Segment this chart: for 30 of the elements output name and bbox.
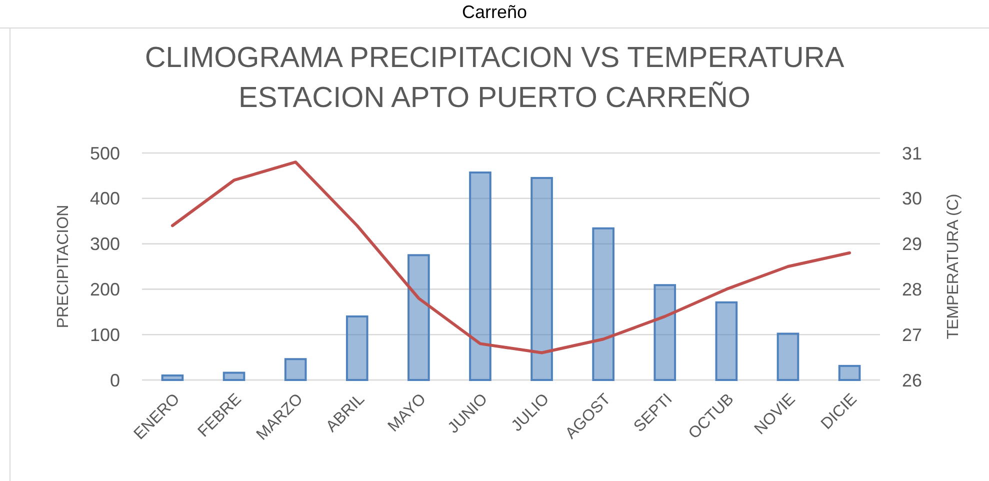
y-tick-label: 300	[90, 234, 120, 254]
chart-title: CLIMOGRAMA PRECIPITACION VS TEMPERATURA	[144, 42, 845, 74]
y-tick-label: 500	[90, 143, 120, 164]
bar	[161, 374, 184, 381]
y-axis-title: PRECIPITACION	[55, 204, 72, 328]
y2-tick-label: 26	[902, 370, 922, 390]
bar	[776, 332, 800, 381]
y2-axis-title: TEMPERATURA (C)	[945, 194, 962, 340]
text: Carreño	[462, 2, 528, 22]
y-tick-label: 400	[90, 188, 120, 209]
bar	[530, 176, 553, 381]
bar	[715, 301, 738, 381]
y2-tick-label: 29	[902, 234, 922, 254]
bar	[284, 358, 307, 381]
bar	[654, 284, 676, 381]
bar	[346, 315, 368, 381]
y2-tick-label: 27	[902, 324, 922, 345]
y2-tick-label: 31	[902, 143, 922, 164]
y-tick-label: 0	[110, 370, 120, 390]
y2-tick-label: 28	[902, 280, 922, 300]
line-series	[170, 160, 852, 354]
bar	[592, 227, 614, 381]
bar	[408, 254, 430, 381]
chart-subtitle: ESTACION APTO PUERTO CARREÑO	[238, 81, 750, 114]
y2-tick-label: 30	[902, 188, 922, 209]
y-tick-label: 200	[90, 280, 120, 300]
bar	[469, 172, 492, 381]
bar	[838, 364, 861, 381]
y-tick-label: 100	[90, 324, 120, 345]
bar	[222, 372, 246, 381]
